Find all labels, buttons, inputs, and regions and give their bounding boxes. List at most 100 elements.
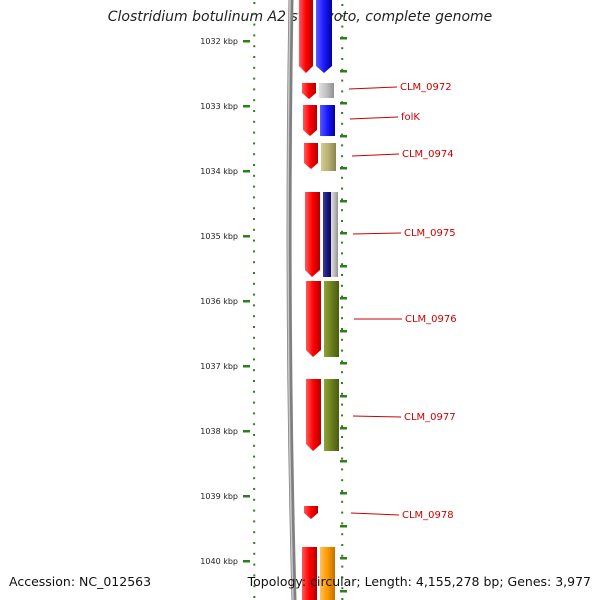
- ruler-dot: [253, 12, 256, 15]
- outer-track-dot: [341, 47, 344, 50]
- gene-label-clm-0978[interactable]: CLM_0978: [402, 510, 454, 521]
- outer-tick: [340, 37, 347, 40]
- outer-track-dot: [341, 79, 344, 82]
- ruler-dot: [253, 164, 256, 166]
- gene-arrow[interactable]: [303, 105, 317, 136]
- ruler-tick: [243, 560, 250, 563]
- gene-arrow[interactable]: [306, 281, 321, 357]
- ruler-dot: [253, 466, 256, 469]
- outer-track-dot: [341, 122, 344, 125]
- ruler-tick: [243, 105, 250, 108]
- outer-track-dot: [341, 533, 344, 536]
- outer-tick: [340, 102, 347, 105]
- outer-tick: [340, 427, 347, 430]
- outer-tick: [340, 200, 347, 203]
- ruler-dot: [253, 390, 256, 393]
- gene-label-clm-0975[interactable]: CLM_0975: [404, 228, 456, 239]
- outer-tick: [340, 135, 347, 138]
- gene-arrow[interactable]: [302, 83, 316, 99]
- ruler-dot: [253, 34, 256, 37]
- ruler-dot: [253, 88, 256, 91]
- outer-track-dot: [341, 457, 344, 460]
- ruler-dot: [253, 423, 256, 426]
- ruler-dot: [253, 239, 256, 242]
- outer-track-dot: [341, 436, 344, 438]
- ruler-dot: [253, 380, 256, 382]
- ruler-dot: [253, 434, 256, 436]
- gene-arrow[interactable]: [305, 192, 320, 277]
- ruler-dot: [253, 185, 256, 188]
- ruler-dot: [253, 542, 256, 544]
- gene-label-clm-0976[interactable]: CLM_0976: [405, 314, 457, 325]
- gene-arrow[interactable]: [324, 281, 339, 357]
- outer-tick: [340, 362, 347, 365]
- outer-track-dot: [341, 468, 344, 471]
- outer-track-dot: [341, 425, 344, 428]
- gene-label-clm-0974[interactable]: CLM_0974: [402, 149, 454, 160]
- outer-tick: [340, 590, 347, 593]
- gene-arrow[interactable]: [319, 83, 334, 98]
- gene-arrow[interactable]: [302, 547, 317, 600]
- gene-arrow[interactable]: [331, 192, 338, 277]
- ruler-dot: [253, 250, 256, 253]
- gene-arrow[interactable]: [320, 547, 335, 600]
- outer-track-dot: [341, 25, 344, 28]
- outer-track-dot: [341, 414, 344, 417]
- ruler-dot: [253, 358, 256, 361]
- outer-track-dot: [341, 187, 344, 190]
- gene-arrow[interactable]: [299, 0, 313, 73]
- gene-arrow[interactable]: [323, 192, 331, 277]
- ruler-dot: [253, 293, 256, 296]
- ruler-dot: [253, 153, 256, 156]
- outer-track-dot: [341, 90, 344, 93]
- ruler-dot: [253, 2, 256, 4]
- ruler-dot: [253, 218, 256, 220]
- outer-track-dot: [341, 284, 344, 287]
- gene-arrow[interactable]: [306, 379, 321, 451]
- outer-track-dot: [341, 198, 344, 201]
- ruler-label: 1037 kbp: [200, 362, 238, 371]
- ruler-label: 1036 kbp: [200, 297, 238, 306]
- ruler-dot: [253, 142, 256, 145]
- ruler-dot: [253, 120, 256, 123]
- ruler-tick: [243, 365, 250, 368]
- ruler-dot: [253, 174, 256, 177]
- ruler-dot: [253, 412, 256, 415]
- gene-arrow[interactable]: [324, 379, 339, 451]
- outer-track-dot: [341, 58, 344, 60]
- ruler-dot: [253, 488, 256, 490]
- outer-track-dot: [341, 176, 344, 179]
- gene-arrow[interactable]: [316, 0, 332, 73]
- outer-track-dot: [341, 14, 344, 17]
- ruler-dot: [253, 336, 256, 339]
- ruler-dot: [253, 477, 256, 480]
- ruler-dot: [253, 369, 256, 372]
- outer-track-dot: [341, 479, 344, 482]
- gene-label-clm-0972[interactable]: CLM_0972: [400, 82, 452, 93]
- gene-arrow[interactable]: [320, 105, 335, 136]
- outer-track-dot: [341, 220, 344, 222]
- outer-track-dot: [341, 403, 344, 406]
- ruler-dot: [253, 596, 256, 598]
- ruler-label: 1038 kbp: [200, 427, 238, 436]
- gene-arrow[interactable]: [304, 506, 318, 519]
- gene-label-clm-0977[interactable]: CLM_0977: [404, 412, 456, 423]
- outer-tick: [340, 557, 347, 560]
- gene-arrow[interactable]: [321, 143, 336, 171]
- accession-label: Accession: NC_012563: [9, 574, 152, 589]
- outer-track-dot: [341, 587, 344, 590]
- genome-backbone-highlight: [287, 0, 294, 600]
- ruler-dot: [253, 66, 256, 69]
- ruler-dot: [253, 444, 256, 447]
- ruler-dot: [253, 563, 256, 566]
- ruler-tick: [243, 40, 250, 43]
- outer-track-dot: [341, 230, 344, 233]
- ruler-dot: [253, 455, 256, 458]
- outer-tick: [340, 167, 347, 170]
- gene-label-folk[interactable]: folK: [401, 112, 420, 123]
- ruler-tick: [243, 430, 250, 433]
- ruler-dot: [253, 509, 256, 512]
- ruler-dot: [253, 196, 256, 199]
- gene-arrow[interactable]: [304, 143, 318, 169]
